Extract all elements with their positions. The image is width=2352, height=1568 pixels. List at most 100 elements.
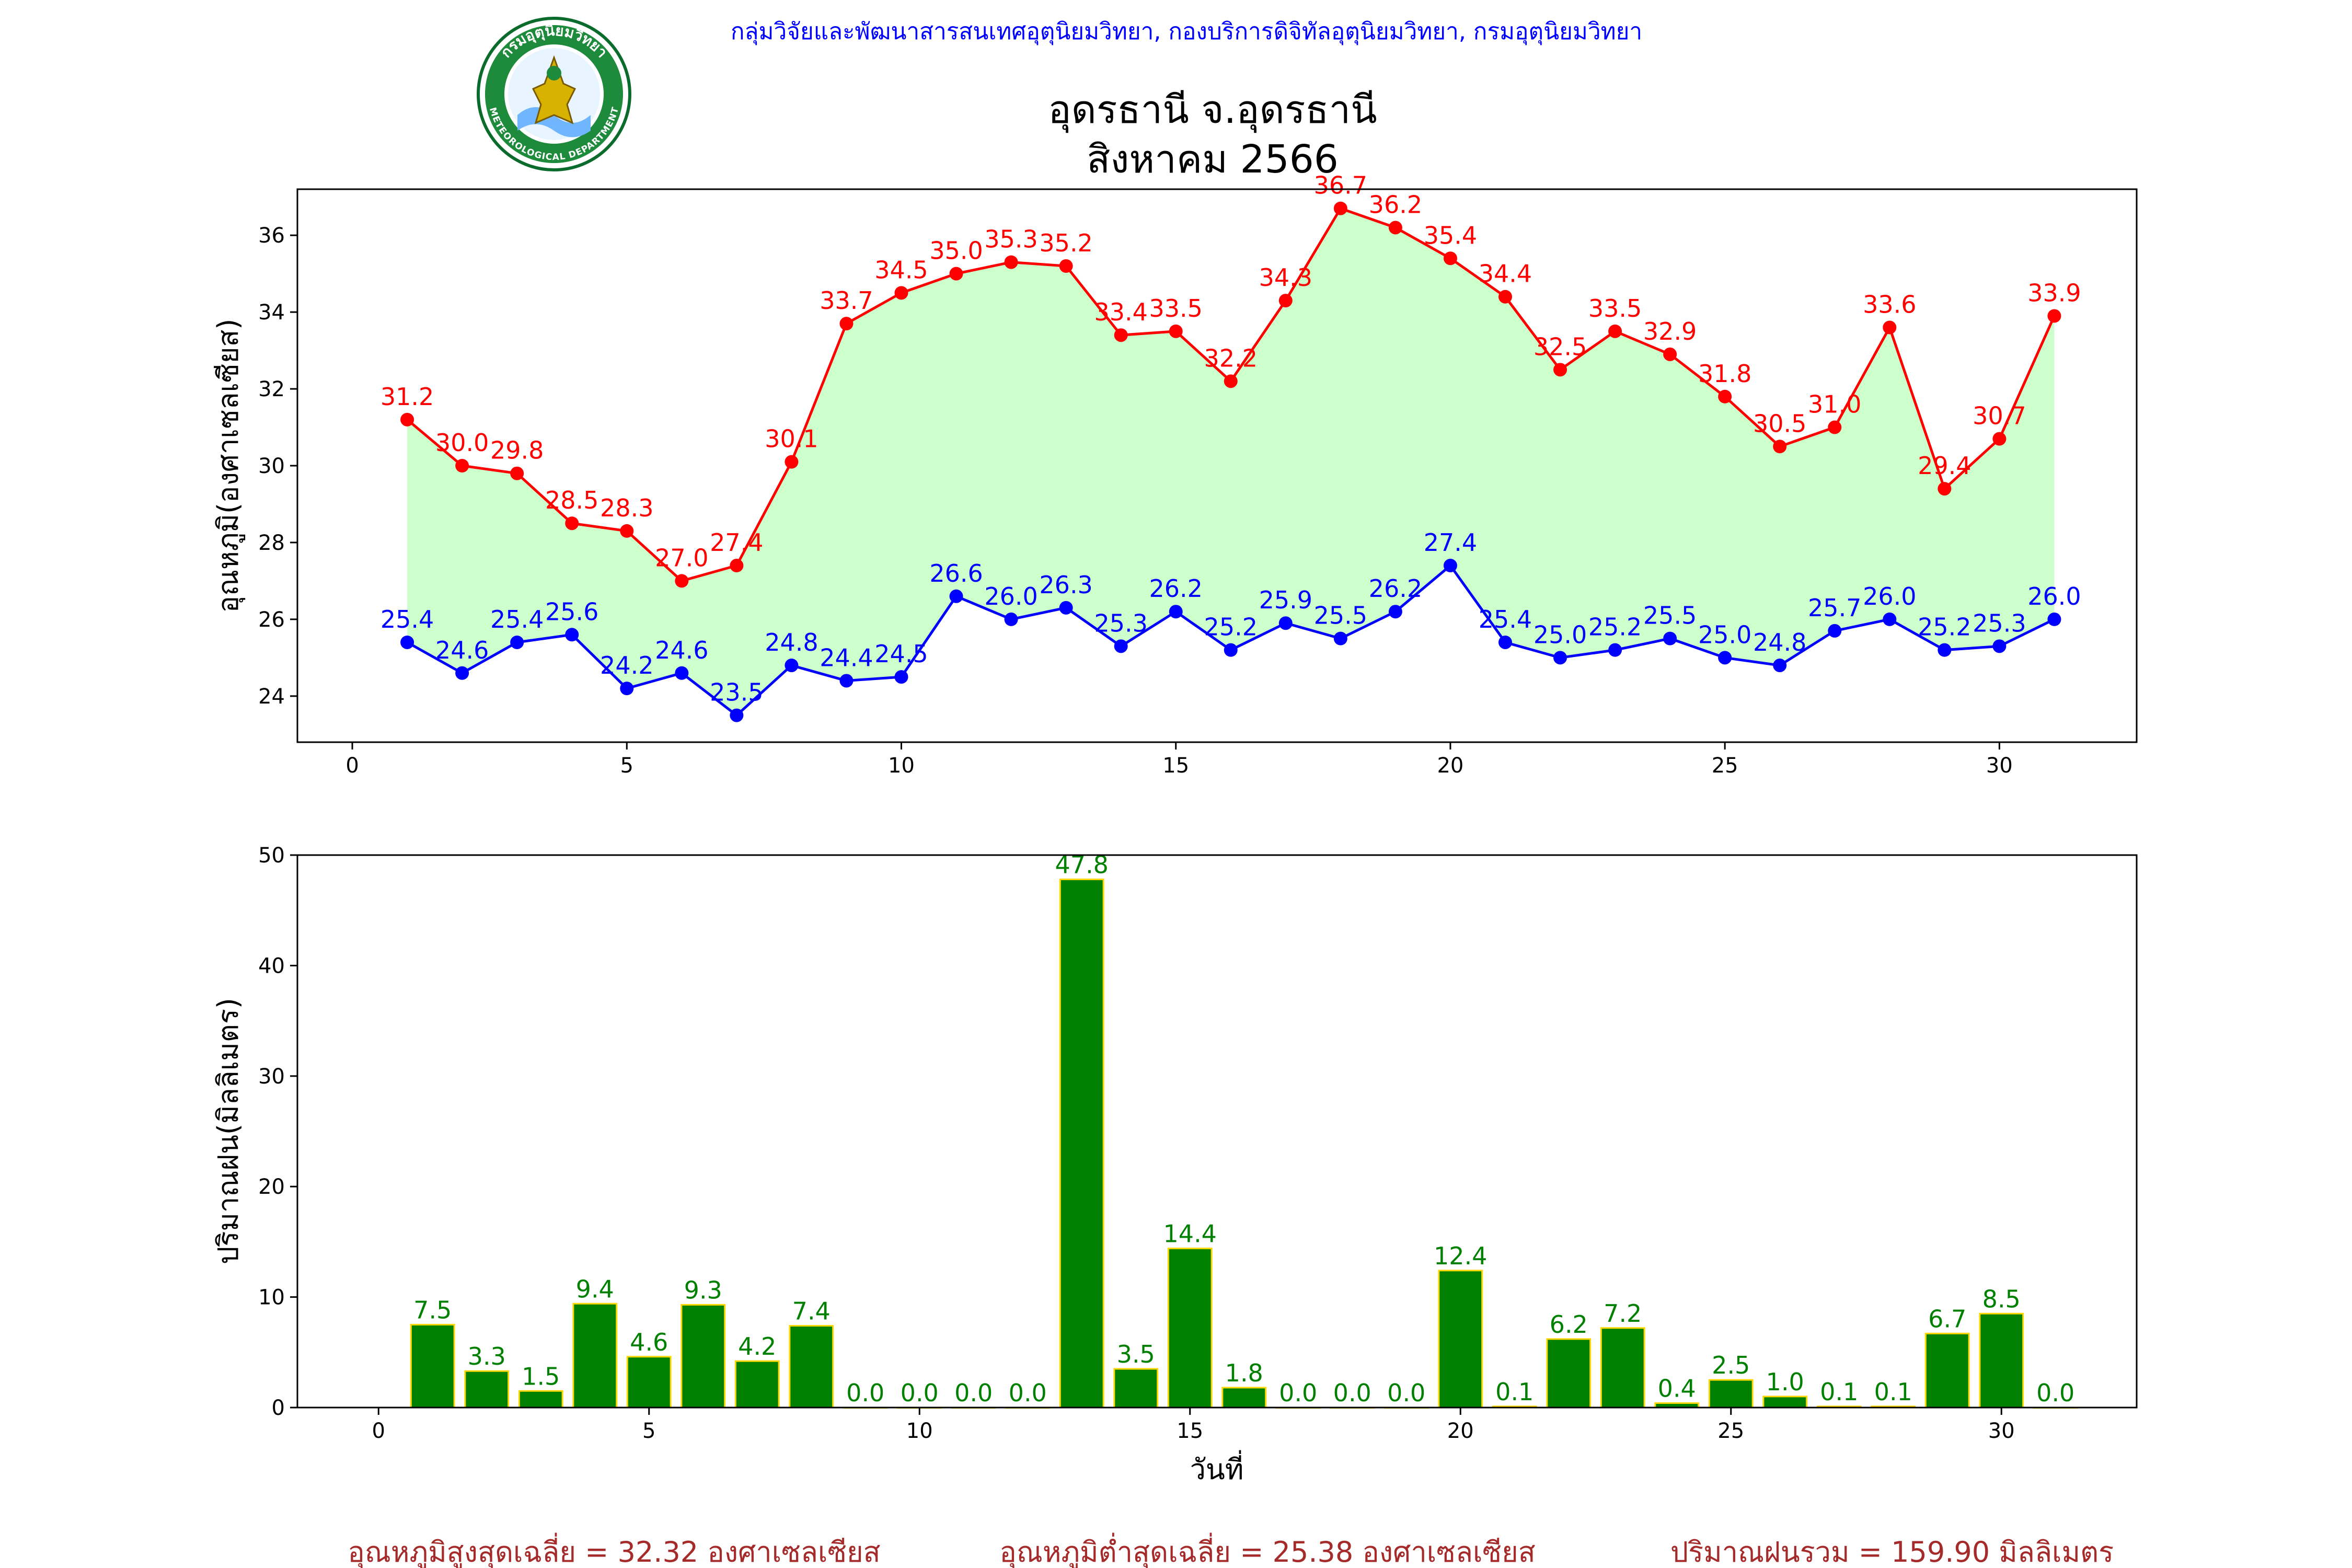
min-temperature-point — [1004, 612, 1018, 626]
max-temperature-label: 32.5 — [1534, 332, 1587, 361]
rainfall-bar — [1708, 1379, 1754, 1409]
min-temperature-point — [1224, 643, 1238, 657]
max-temperature-point — [2047, 309, 2061, 323]
min-temperature-label: 24.6 — [655, 636, 708, 664]
max-temperature-label: 28.3 — [600, 494, 653, 522]
rainfall-data-labels: 7.53.31.59.44.69.34.27.40.0 0.0 0.0 0.047.8… — [413, 851, 2074, 1407]
min-temperature-point — [510, 635, 524, 649]
rainfall-bar — [518, 1390, 563, 1409]
max-temperature-label: 35.3 — [984, 225, 1037, 253]
max-temperature-label: 34.4 — [1479, 260, 1532, 288]
rainfall-bar — [734, 1360, 780, 1409]
min-temperature-label: 26.3 — [1039, 571, 1092, 599]
max-temperature-label: 33.9 — [2027, 279, 2081, 307]
temperature-x-tick-label: 10 — [888, 754, 915, 778]
department-logo: กรมอุตุนิยมวิทยา METEOROLOGICAL DEPARTME… — [477, 17, 631, 171]
max-temperature-label: 36.7 — [1314, 171, 1367, 200]
min-temperature-label: 26.0 — [984, 582, 1037, 610]
rainfall-bar-label: 0.0 — [2036, 1379, 2074, 1407]
max-temperature-point — [1663, 347, 1677, 361]
max-temperature-point — [1278, 294, 1293, 308]
max-temperature-label: 30.5 — [1753, 409, 1806, 437]
max-temperature-point — [510, 466, 524, 480]
max-temperature-label: 27.4 — [710, 528, 763, 557]
temperature-data-labels: 31.230.0 29.828.5 28.327.027.430.133.734.5… — [381, 171, 2081, 707]
min-temperature-point — [455, 666, 469, 680]
max-temperature-label: 33.5 — [1149, 294, 1203, 322]
temperature-range-area — [407, 208, 2055, 716]
rainfall-bar-label: 0.0 — [1333, 1379, 1371, 1407]
rainfall-bar-label: 7.2 — [1604, 1299, 1642, 1328]
max-temperature-point — [1718, 389, 1732, 403]
rainfall-bar — [572, 1302, 618, 1409]
temperature-x-tick-label: 25 — [1712, 754, 1738, 778]
rainfall-x-tick-label: 15 — [1177, 1419, 1203, 1443]
min-temperature-label: 25.0 — [1534, 620, 1587, 649]
chart-subtitle: สิงหาคม 2566 — [1087, 137, 1339, 182]
average-max-temperature: อุณหภูมิสูงสุดเฉลี่ย = 32.32 องศาเซลเซีย… — [348, 1532, 880, 1568]
temperature-x-tick-label: 5 — [620, 754, 633, 778]
rainfall-bar — [1924, 1332, 1970, 1409]
max-temperature-label: 32.9 — [1643, 317, 1697, 345]
rainfall-bar-label: 0.0 — [1279, 1379, 1317, 1407]
max-temperature-label: 29.8 — [490, 436, 544, 465]
rainfall-bar-label: 9.3 — [684, 1276, 722, 1304]
min-temperature-label: 26.6 — [929, 559, 983, 587]
max-temperature-point — [1608, 324, 1622, 338]
max-temperature-point — [1773, 440, 1787, 454]
min-temperature-point — [565, 628, 579, 642]
max-temperature-point — [1004, 255, 1018, 269]
max-temperature-point — [1553, 363, 1567, 377]
min-temperature-label: 26.0 — [1863, 582, 1916, 610]
rainfall-y-tick-label: 40 — [258, 954, 285, 978]
max-temperature-point — [1938, 482, 1952, 496]
max-temperature-label: 33.6 — [1863, 291, 1916, 319]
min-temperature-label: 25.3 — [1973, 609, 2026, 637]
rainfall-bar-label: 0.1 — [1495, 1378, 1534, 1406]
rainfall-x-tick-label: 0 — [372, 1419, 385, 1443]
max-temperature-point — [675, 574, 689, 588]
min-temperature-label: 25.6 — [545, 597, 598, 626]
max-temperature-point — [1388, 221, 1402, 235]
max-temperature-point — [839, 317, 854, 331]
min-temperature-point — [894, 670, 908, 684]
min-temperature-label: 27.4 — [1424, 528, 1477, 557]
min-temperature-label: 26.2 — [1369, 574, 1422, 603]
rainfall-bar-label: 1.0 — [1766, 1368, 1804, 1396]
rainfall-bar-label: 14.4 — [1163, 1220, 1217, 1248]
max-temperature-label: 33.4 — [1094, 298, 1147, 326]
temperature-x-tick-label: 30 — [1986, 754, 2013, 778]
temperature-y-tick-label: 26 — [258, 608, 285, 632]
rainfall-x-tick-label: 25 — [1717, 1419, 1744, 1443]
max-temperature-label: 31.0 — [1808, 390, 1861, 419]
min-temperature-label: 25.2 — [1204, 613, 1258, 641]
min-temperature-point — [620, 682, 634, 696]
max-temperature-point — [400, 412, 414, 426]
min-temperature-point — [1498, 635, 1512, 649]
rainfall-bars — [410, 879, 2078, 1409]
min-temperature-point — [1828, 624, 1842, 638]
rainfall-bar-label: 2.5 — [1712, 1351, 1750, 1379]
min-temperature-point — [785, 659, 799, 673]
rainfall-x-axis: 0 5 10 15 20 25 30 — [372, 1408, 2015, 1443]
rainfall-y-tick-label: 0 — [272, 1396, 285, 1420]
rainfall-bar — [410, 1323, 455, 1409]
temperature-range-fill — [407, 208, 2055, 716]
rainfall-x-axis-label: วันที่ — [1190, 1450, 1244, 1486]
temperature-y-tick-label: 32 — [258, 377, 285, 401]
rainfall-plot-frame — [296, 854, 2138, 1409]
max-temperature-point — [1224, 374, 1238, 388]
temperature-points — [400, 201, 2061, 722]
temperature-x-tick-label: 20 — [1437, 754, 1463, 778]
min-temperature-point — [949, 589, 963, 603]
max-temperature-point — [730, 559, 744, 573]
max-temperature-label: 36.2 — [1369, 190, 1422, 218]
max-temperature-point — [1114, 328, 1128, 342]
min-temperature-label: 26.0 — [2027, 582, 2081, 610]
max-temperature-label: 28.5 — [545, 486, 598, 514]
rainfall-bar-label: 1.8 — [1225, 1359, 1263, 1387]
temperature-y-tick-label: 30 — [258, 454, 285, 478]
min-temperature-point — [1059, 601, 1073, 615]
min-temperature-point — [730, 708, 744, 722]
